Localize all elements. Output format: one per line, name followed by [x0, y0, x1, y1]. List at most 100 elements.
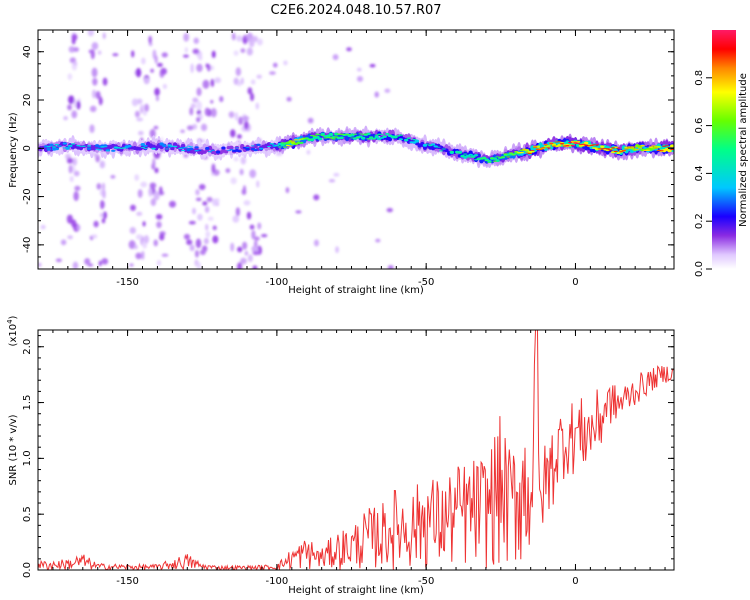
- x-tick-label: -50: [418, 277, 434, 288]
- heatmap-noise-blob: [387, 265, 394, 269]
- snr-panel: -150 -100 -50 0 0.0 0.5 1.0 1.5 2.0 Height of s…: [6, 315, 675, 596]
- heatmap-ridge-cell: [594, 144, 600, 146]
- heatmap-noise-blob: [243, 200, 251, 206]
- heatmap-noise-blob: [200, 123, 208, 132]
- heatmap-noise-blob: [155, 95, 159, 102]
- heatmap-noise-blob: [98, 260, 102, 267]
- heatmap-noise-blob: [189, 244, 195, 252]
- heatmap-noise-blob: [99, 160, 106, 169]
- heatmap-noise-blob: [192, 48, 200, 55]
- heatmap-ridge-cell: [180, 149, 186, 152]
- colorbar-tick-label: 0.2: [694, 213, 705, 229]
- heatmap-ridge-cell: [226, 150, 231, 152]
- heatmap-noise-blob: [153, 191, 160, 201]
- heatmap-noise-blob: [233, 50, 239, 56]
- heatmap-noise-blob: [128, 240, 136, 249]
- y-tick-label: 0.0: [22, 562, 33, 578]
- heatmap-noise-blob: [91, 67, 98, 78]
- heatmap-ridge-cell: [575, 143, 581, 145]
- heatmap-noise-blob: [101, 258, 109, 265]
- heatmap-noise-blob: [91, 234, 98, 239]
- heatmap-ridge-cell: [489, 157, 495, 159]
- heatmap-noise-blob: [283, 60, 288, 66]
- heatmap-ridge-cell: [524, 152, 530, 154]
- heatmap-noise-blob: [88, 49, 95, 54]
- heatmap-noise-blob: [242, 115, 250, 122]
- heatmap-noise-blob: [242, 241, 248, 250]
- heatmap-noise-blob: [141, 57, 146, 65]
- heatmap-noise-blob: [72, 157, 78, 166]
- x-tick-label: 0: [572, 576, 578, 587]
- heatmap-noise-blob: [249, 92, 255, 102]
- heatmap-ridge-cell: [347, 133, 352, 136]
- heatmap-ridge-cell: [205, 146, 210, 150]
- heatmap-ridge-cell: [317, 134, 323, 136]
- heatmap-ridge-cell: [210, 149, 215, 151]
- heatmap-ridge-cell: [608, 149, 613, 151]
- heatmap-ridge-cell: [221, 146, 226, 150]
- heatmap-noise-blob: [73, 61, 78, 66]
- heatmap-noise-blob: [211, 50, 216, 59]
- heatmap-noise-blob: [313, 239, 319, 247]
- heatmap-ridge-cell: [530, 150, 535, 152]
- heatmap-noise-blob: [202, 139, 206, 144]
- heatmap-noise-blob: [68, 95, 75, 105]
- heatmap-noise-blob: [333, 172, 340, 177]
- heatmap-ridge-cell: [600, 145, 605, 149]
- heatmap-ridge-cell: [328, 132, 334, 137]
- heatmap-noise-blob: [212, 225, 217, 231]
- snr-x-ticks: -150 -100 -50 0: [52, 330, 666, 587]
- heatmap-ridge-cell: [164, 148, 170, 150]
- heatmap-noise-blob: [230, 242, 235, 252]
- heatmap-noise-blob: [252, 251, 260, 256]
- heatmap-noise-blob: [204, 206, 210, 213]
- heatmap-noise-blob: [211, 163, 216, 174]
- y-tick-label: 2.0: [22, 339, 33, 355]
- heatmap-noise-blob: [97, 50, 102, 55]
- heatmap-ridge-cell: [436, 146, 441, 148]
- heatmap-ridge-cell: [121, 147, 127, 149]
- heatmap-ridge-cell: [170, 146, 175, 151]
- heatmap-noise-blob: [250, 79, 256, 85]
- heatmap-noise-blob: [249, 224, 255, 230]
- heatmap-ridge-cell: [350, 137, 355, 139]
- heatmap-ridge-cell: [468, 153, 473, 156]
- heatmap-ridge-cell: [54, 143, 60, 146]
- heatmap-noise-blob: [198, 183, 206, 191]
- heatmap-noise-blob: [150, 68, 154, 73]
- heatmap-noise-blob: [156, 62, 163, 68]
- heatmap-noise-blob: [96, 183, 102, 190]
- heatmap-noise-blob: [210, 108, 217, 118]
- heatmap-noise-blob: [332, 54, 339, 61]
- heatmap-ridge-cell: [229, 145, 234, 150]
- heatmap-noise-blob: [183, 32, 190, 42]
- heatmap-ridge-cell: [581, 143, 586, 145]
- spectrogram-x-ticks: -150 -100 -50 0: [52, 30, 666, 288]
- y-tick-label: 0: [22, 145, 33, 151]
- heatmap-noise-blob: [230, 177, 237, 185]
- heatmap-noise-blob: [256, 38, 263, 46]
- heatmap-noise-blob: [74, 185, 81, 191]
- heatmap-noise-blob: [152, 158, 156, 168]
- colorbar-ticks: 0.0 0.2 0.4 0.6 0.8: [694, 70, 712, 277]
- heatmap-noise-blob: [195, 197, 202, 202]
- heatmap-ridge-cell: [162, 144, 167, 148]
- y-tick-label: 1.0: [22, 450, 33, 466]
- x-tick-label: -150: [116, 277, 139, 288]
- heatmap-noise-blob: [71, 110, 78, 119]
- heatmap-ridge-cell: [280, 142, 285, 144]
- heatmap-ridge-cell: [398, 134, 403, 136]
- heatmap-noise-blob: [169, 200, 176, 208]
- heatmap-noise-blob: [240, 257, 247, 265]
- heatmap-ridge-cell: [500, 156, 506, 158]
- heatmap-ridge-cell: [503, 153, 508, 155]
- heatmap-ridge-cell: [105, 150, 111, 152]
- heatmap-noise-blob: [93, 220, 99, 228]
- heatmap-noise-blob: [72, 261, 79, 269]
- heatmap-ridge-cell: [371, 138, 377, 140]
- heatmap-ridge-cell: [495, 156, 500, 158]
- heatmap-ridge-cell: [522, 149, 527, 151]
- heatmap-noise-blob: [155, 213, 163, 220]
- heatmap-ridge-cell: [296, 139, 301, 141]
- heatmap-noise-blob: [238, 116, 244, 126]
